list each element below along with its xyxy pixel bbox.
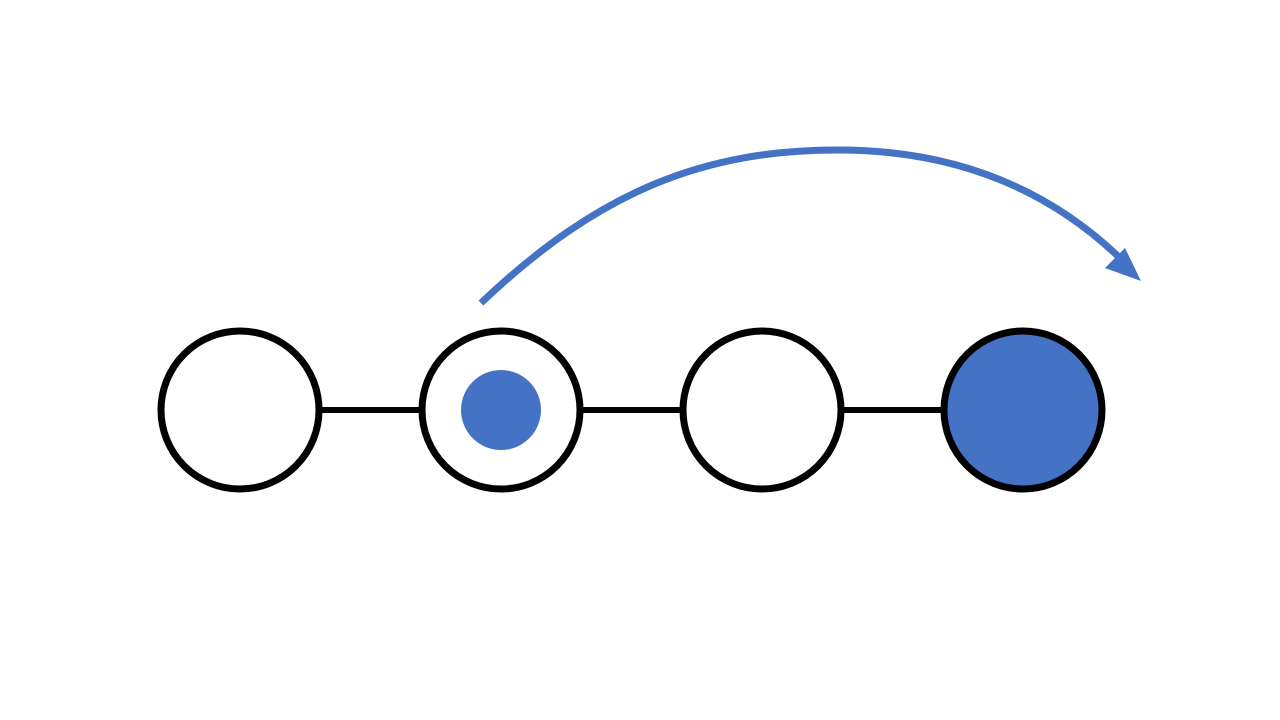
node-4: [940, 327, 1106, 493]
node-1: [157, 327, 323, 493]
node-3: [679, 327, 845, 493]
jump-arrow-arc: [478, 146, 1125, 306]
node-2-token: [461, 370, 541, 450]
jump-arrow-head: [1105, 248, 1141, 281]
